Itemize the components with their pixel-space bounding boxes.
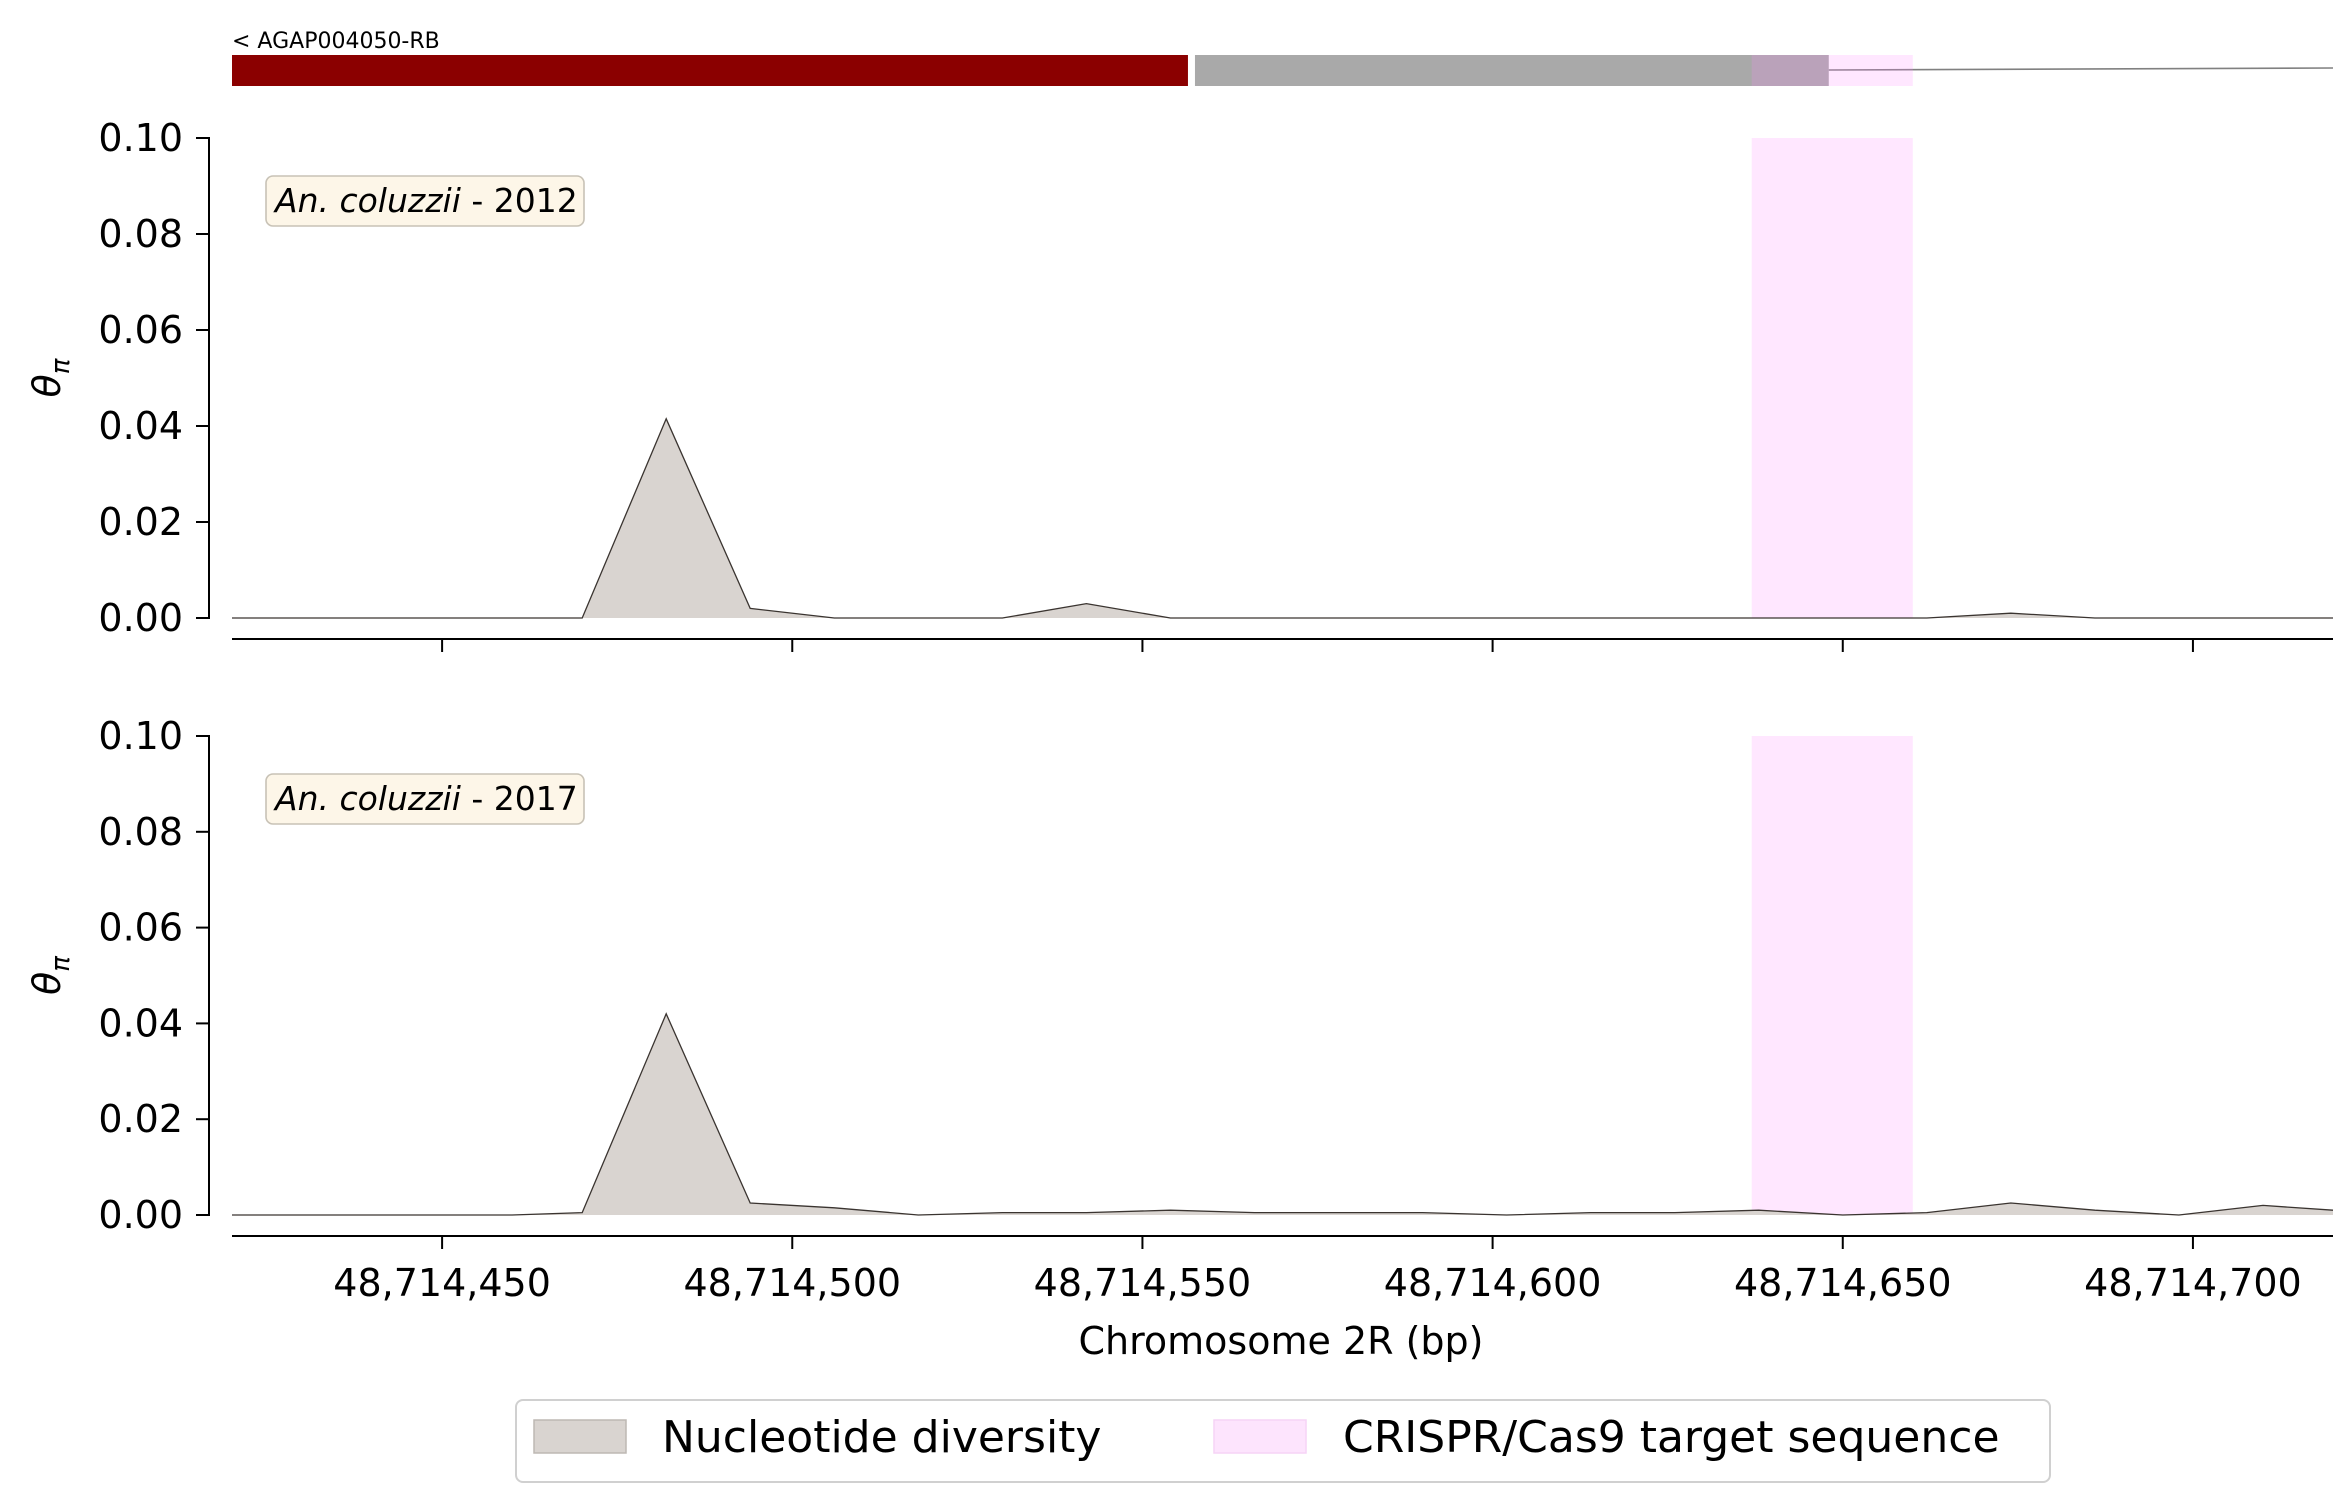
gene-intron-line <box>1828 67 2334 71</box>
y-tick-label: 0.06 <box>98 906 183 950</box>
x-axis-label: Chromosome 2R (bp) <box>1079 1319 1484 1363</box>
y-tick-label: 0.04 <box>98 404 183 448</box>
y-tick-label: 0.00 <box>98 596 183 640</box>
diversity-line <box>232 1012 2334 1216</box>
legend-item: Nucleotide diversity <box>533 1412 1101 1463</box>
diversity-line <box>232 417 2333 619</box>
gene-label: < AGAP004050-RB <box>232 29 440 54</box>
legend-swatch <box>533 1419 627 1454</box>
y-tick-label: 0.00 <box>98 1193 183 1237</box>
gene-utr-block <box>1194 55 1829 86</box>
y-axis-label: θπ <box>25 358 76 397</box>
diversity-area <box>232 418 2333 618</box>
diversity-area <box>232 1013 2333 1215</box>
panel-label-box <box>265 175 585 227</box>
x-tick-label: 48,714,500 <box>683 1261 901 1305</box>
target-region-band <box>1751 138 1913 618</box>
panel-label: An. coluzzii - 2012 <box>265 175 585 227</box>
panel-2017: 0.00 0.02 0.04 0.06 0.08 0.10 θπ 48,714,450 48,7… <box>25 714 2334 1305</box>
panel-2012: 0.00 0.02 0.04 0.06 0.08 0.10 θπ An. coluzzii -… <box>25 116 2333 652</box>
target-region-band <box>1751 736 1913 1215</box>
x-tick-label: 48,714,450 <box>333 1261 551 1305</box>
panel-label: An. coluzzii - 2017 <box>265 773 585 825</box>
legend-item: CRISPR/Cas9 target sequence <box>1213 1412 2000 1463</box>
panel-label-text: An. coluzzii - 2012 <box>273 181 578 220</box>
legend-label: CRISPR/Cas9 target sequence <box>1343 1412 2000 1463</box>
gene-cds-block <box>232 55 1188 86</box>
x-tick-label: 48,714,600 <box>1384 1261 1602 1305</box>
legend-swatch <box>1213 1419 1307 1454</box>
gene-target-overlay <box>1751 55 1913 86</box>
x-tick-label: 48,714,550 <box>1034 1261 1252 1305</box>
y-tick-label: 0.08 <box>98 212 183 256</box>
y-tick-label: 0.10 <box>98 714 183 758</box>
y-tick-label: 0.02 <box>98 500 183 544</box>
y-tick-label: 0.04 <box>98 1001 183 1045</box>
panel-label-box <box>265 773 585 825</box>
panel-label-text: An. coluzzii - 2017 <box>273 779 578 818</box>
x-tick-label: 48,714,700 <box>2084 1261 2302 1305</box>
legend: Nucleotide diversity CRISPR/Cas9 target s… <box>515 1399 2051 1483</box>
x-tick-label: 48,714,650 <box>1734 1261 1952 1305</box>
y-tick-label: 0.06 <box>98 308 183 352</box>
y-tick-label: 0.08 <box>98 810 183 854</box>
legend-label: Nucleotide diversity <box>662 1412 1101 1463</box>
gene-track <box>232 55 2334 86</box>
y-tick-label: 0.10 <box>98 116 183 160</box>
y-tick-label: 0.02 <box>98 1097 183 1141</box>
y-axis-label: θπ <box>25 956 76 995</box>
